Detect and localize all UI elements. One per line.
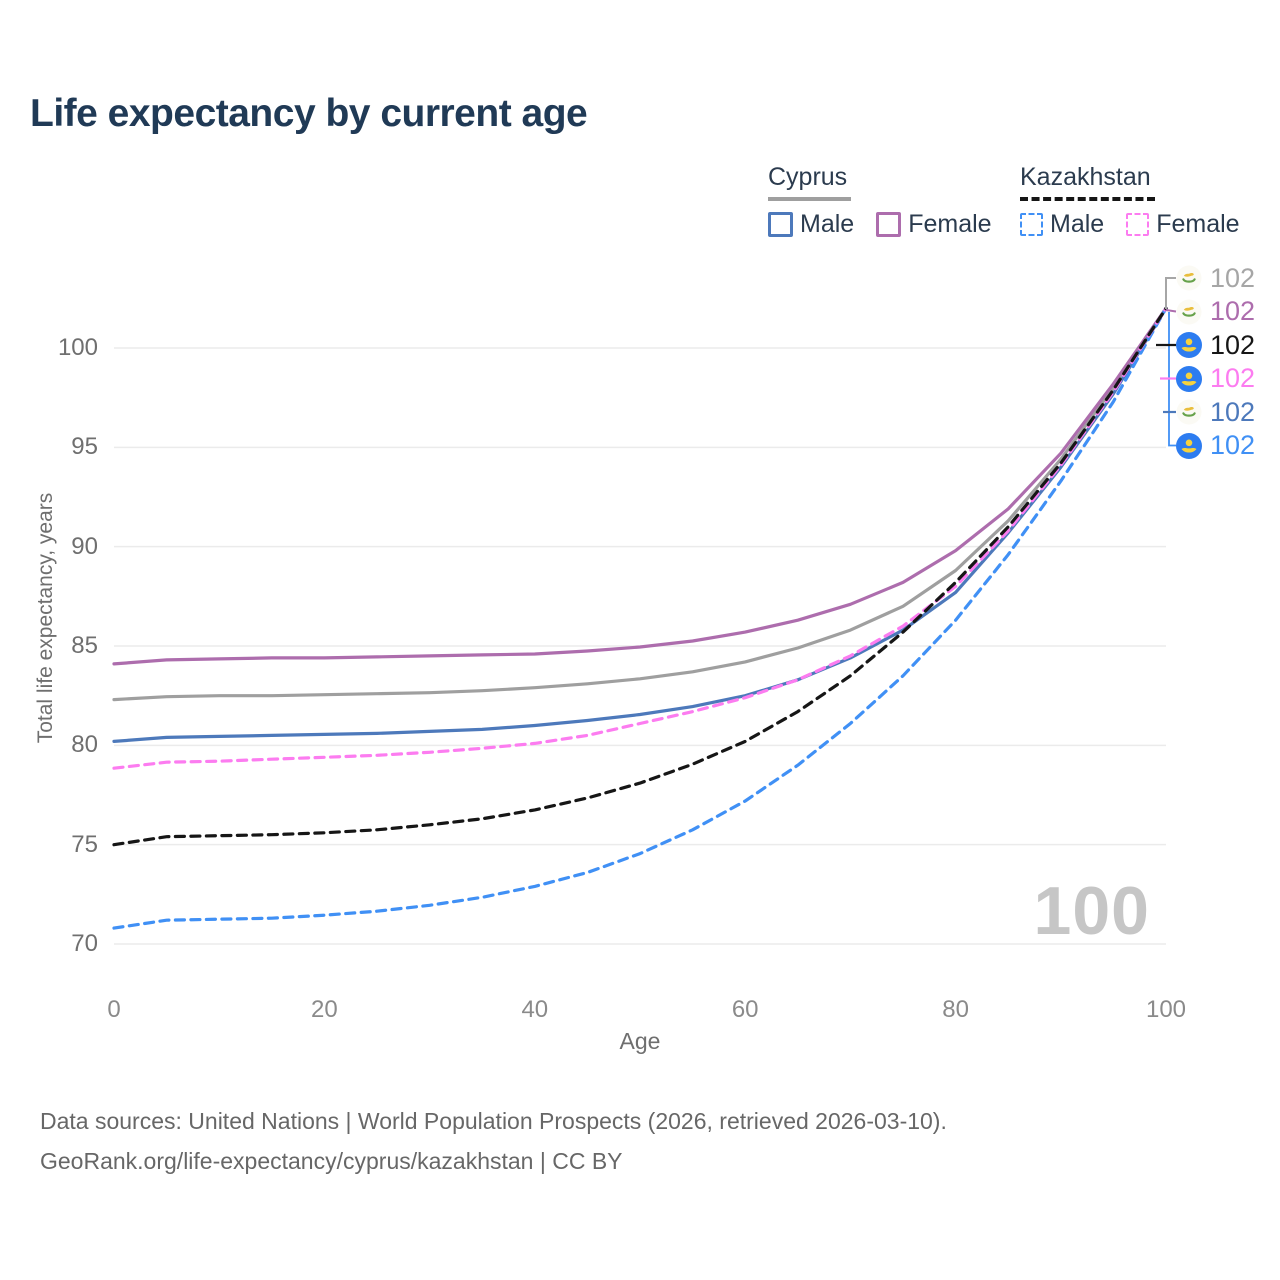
leader-line-kazakhstan-male	[1168, 312, 1176, 447]
end-value: 102	[1210, 296, 1256, 326]
end-value: 102	[1210, 262, 1256, 293]
series-line-cyprus-male[interactable]	[112, 306, 1168, 743]
legend-item-cyprus-female[interactable]: Female	[876, 210, 992, 239]
footer-attribution: GeoRank.org/life-expectancy/cyprus/kazak…	[40, 1148, 623, 1174]
legend-item-cyprus-male[interactable]: Male	[768, 210, 854, 239]
kazakhstan-female-swatch-icon	[1126, 213, 1150, 236]
legend-group-kazakhstan: Kazakhstan Male Female	[1020, 163, 1240, 239]
legend-title-cyprus: Cyprus	[768, 163, 852, 201]
series-line-kazakhstan-female[interactable]	[112, 306, 1168, 770]
cyprus-flag-icon	[1176, 299, 1202, 325]
legend-row-kazakhstan: Male Female	[1020, 210, 1240, 239]
x-tick-label: 0	[107, 996, 121, 1023]
x-tick-label: 40	[521, 996, 549, 1023]
cyprus-flag-icon	[1176, 265, 1202, 291]
end-label-kazakhstan-male[interactable]: 102	[1176, 431, 1255, 461]
end-label-cyprus-male[interactable]: 102	[1176, 397, 1255, 427]
end-value: 102	[1210, 430, 1256, 460]
cyprus-female-swatch-icon	[876, 212, 902, 237]
legend-label-kazakhstan-female: Female	[1156, 210, 1240, 238]
legend-item-kazakhstan-male[interactable]: Male	[1020, 210, 1104, 239]
legend-title-kazakhstan: Kazakhstan	[1020, 163, 1155, 201]
legend-group-cyprus: Cyprus Male Female	[768, 163, 992, 239]
x-tick-label: 60	[731, 996, 759, 1023]
end-value: 102	[1210, 396, 1256, 427]
legend-label-cyprus-female: Female	[908, 210, 992, 238]
footer-data-sources: Data sources: United Nations | World Pop…	[40, 1108, 947, 1134]
series-line-cyprus-female[interactable]	[112, 306, 1168, 666]
end-label-kazakhstan-female[interactable]: 102	[1176, 364, 1255, 394]
legend-row-cyprus: Male Female	[768, 210, 992, 239]
kazakhstan-male-swatch-icon	[1020, 213, 1043, 236]
kazakhstan-flag-icon	[1176, 332, 1202, 358]
x-tick-label: 80	[942, 996, 969, 1023]
y-tick-label: 85	[71, 632, 98, 659]
cyprus-flag-icon	[1176, 399, 1202, 425]
x-tick-label: 20	[311, 996, 338, 1023]
kazakhstan-flag-icon	[1176, 365, 1202, 392]
series-line-cyprus-both[interactable]	[112, 306, 1168, 702]
y-tick-label: 70	[71, 930, 98, 957]
y-tick-label: 95	[71, 433, 98, 461]
end-label-cyprus-female[interactable]: 102	[1176, 297, 1255, 327]
end-label-cyprus-both-sexes[interactable]: 102	[1176, 263, 1255, 293]
legend-label-cyprus-male: Male	[800, 210, 855, 238]
y-tick-label: 90	[71, 532, 98, 560]
leader-line-cyprus-both	[1165, 277, 1176, 309]
end-value: 102	[1210, 363, 1256, 393]
x-tick-label: 100	[1145, 996, 1187, 1023]
cyprus-male-swatch-icon	[768, 212, 793, 237]
series-line-kazakhstan-male[interactable]	[112, 306, 1168, 930]
y-tick-label: 75	[71, 830, 98, 858]
legend-item-kazakhstan-female[interactable]: Female	[1126, 210, 1240, 239]
y-tick-label: 100	[57, 334, 98, 361]
age-counter-watermark: 100	[1033, 873, 1150, 949]
legend-label-kazakhstan-male: Male	[1050, 210, 1105, 238]
chart-title: Life expectancy by current age	[30, 92, 588, 135]
end-label-kazakhstan-both-sexes[interactable]: 102	[1176, 330, 1255, 360]
kazakhstan-flag-icon	[1176, 432, 1202, 459]
end-value: 102	[1210, 329, 1256, 360]
y-tick-label: 80	[71, 731, 98, 759]
leader-line-cyprus-female	[1165, 309, 1177, 313]
series-line-kazakhstan-both[interactable]	[112, 306, 1168, 847]
x-axis-title: Age	[619, 1028, 661, 1054]
